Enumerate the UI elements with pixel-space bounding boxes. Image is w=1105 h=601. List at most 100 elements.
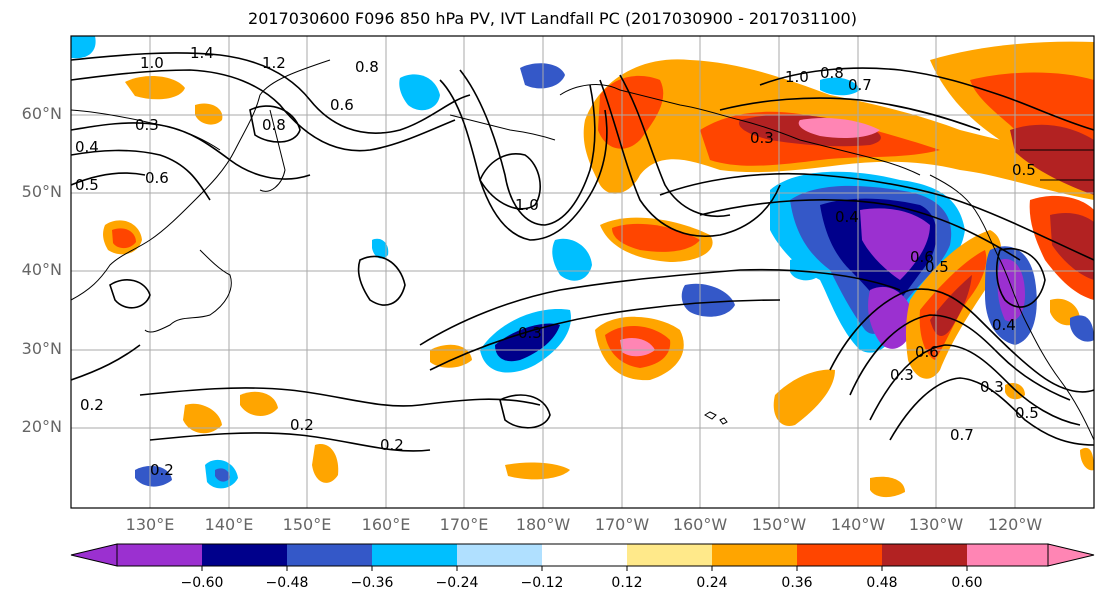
positive-anomaly-japan-core <box>112 228 136 249</box>
colorbar-segment <box>542 544 627 566</box>
contour-line <box>759 67 1094 131</box>
contour-label: 0.6 <box>145 169 169 187</box>
positive-anomaly-south-7 <box>870 476 905 498</box>
positive-anomaly-south-central-peak <box>620 338 655 357</box>
colorbar-segment <box>117 544 202 566</box>
lon-label: 180°W <box>515 515 571 534</box>
lon-label: 130°W <box>908 515 964 534</box>
lat-label: 60°N <box>21 104 62 123</box>
contour-label: 0.5 <box>1015 404 1039 422</box>
lat-label: 40°N <box>21 260 62 279</box>
contour-line <box>619 74 731 217</box>
positive-anomaly-southeast <box>1080 447 1094 471</box>
coastline-inland <box>1020 149 1094 181</box>
positive-anomaly-northeast-max <box>1010 124 1094 195</box>
positive-anomaly-kuril <box>195 103 223 125</box>
negative-anomaly-top-left <box>71 36 96 59</box>
contour-line <box>439 79 608 241</box>
contour-line <box>849 314 1071 401</box>
lat-label: 20°N <box>21 417 62 436</box>
contour-line <box>869 344 1081 426</box>
contour-label: 1.0 <box>140 54 164 72</box>
positive-anomaly-south-5 <box>773 369 835 426</box>
negative-anomaly-bering <box>399 74 440 111</box>
contour-line <box>149 432 431 452</box>
colorbar-segment <box>967 544 1048 566</box>
contour-label: 1.0 <box>515 196 539 214</box>
contour-line <box>599 79 781 237</box>
colorbar-tick-label: −0.12 <box>520 575 564 591</box>
positive-anomaly-south-2 <box>240 391 278 416</box>
graticule <box>71 36 1094 508</box>
contour-label: 0.3 <box>518 324 542 342</box>
plot-frame <box>70 35 1095 509</box>
colorbar-tick-label: 0.12 <box>611 575 643 591</box>
contour-label: 1.2 <box>262 54 286 72</box>
colorbar-segment <box>797 544 882 566</box>
negative-anomaly-southwest-3 <box>372 238 389 259</box>
contour-line <box>357 255 406 306</box>
negative-anomaly-southwest-1-core <box>215 468 230 482</box>
lon-label: 140°E <box>204 515 254 534</box>
contour-label: 0.3 <box>135 116 159 134</box>
colorbar-segment <box>627 544 712 566</box>
contour-label: 0.4 <box>835 208 859 226</box>
lat-label: 30°N <box>21 339 62 358</box>
contour-label: 0.2 <box>290 416 314 434</box>
coastline-alaska <box>559 84 921 176</box>
contour-line <box>829 288 1094 393</box>
contour-label: 0.2 <box>80 396 104 414</box>
contour-line <box>249 105 301 143</box>
figure-title: 2017030600 F096 850 hPa PV, IVT Landfall… <box>248 9 857 28</box>
contour-line <box>71 149 211 201</box>
colorbar-frame <box>116 543 1049 567</box>
positive-anomaly-northwest <box>598 75 664 149</box>
colorbar <box>70 543 1095 571</box>
lon-label: 160°E <box>361 515 411 534</box>
colorbar-extend-low <box>70 543 118 567</box>
colorbar-tick-label: 0.48 <box>866 575 898 591</box>
positive-anomaly-south-6 <box>430 344 472 368</box>
coastline-aleutians <box>449 114 556 141</box>
colorbar-segment <box>372 544 457 566</box>
contour-label: 0.6 <box>915 343 939 361</box>
negative-anomaly-midlat <box>681 283 735 317</box>
colorbar-segment <box>287 544 372 566</box>
negative-anomaly-gulf-south <box>868 286 915 349</box>
lon-label: 150°W <box>751 515 807 534</box>
contour-label: 0.5 <box>75 176 99 194</box>
positive-anomaly-south-1 <box>183 403 222 434</box>
contour-label: 0.8 <box>355 58 379 76</box>
negative-anomaly-east-small <box>1070 315 1094 342</box>
colorbar-tick-label: −0.60 <box>180 575 224 591</box>
contour-label: 0.6 <box>910 248 934 266</box>
coastline-asia <box>71 59 331 301</box>
positive-anomaly-south-3 <box>312 444 339 483</box>
contour-label: 0.3 <box>980 378 1004 396</box>
contour-label: 1.4 <box>190 44 214 62</box>
negative-anomaly-small <box>790 258 820 281</box>
contour-labels: 1.0 1.4 1.2 0.8 0.6 0.3 0.4 0.5 0.6 0.8 … <box>75 44 1039 479</box>
colorbar-tick-label: −0.36 <box>350 575 394 591</box>
contour-label: 1.0 <box>785 68 809 86</box>
colorbar-tick-label: 0.36 <box>781 575 813 591</box>
contour-label: 0.5 <box>925 258 949 276</box>
contour-label: 0.4 <box>992 316 1016 334</box>
negative-anomaly-coast <box>820 77 860 96</box>
contour-label: 0.7 <box>848 76 872 94</box>
lon-label: 140°W <box>830 515 886 534</box>
contour-line <box>699 198 1021 261</box>
contour-label: 0.3 <box>890 366 914 384</box>
lon-label: 160°W <box>672 515 728 534</box>
colorbar-tick-label: −0.24 <box>435 575 479 591</box>
contour-line <box>479 153 541 210</box>
contour-line <box>71 69 456 152</box>
contour-label: 0.4 <box>75 138 99 156</box>
contour-line <box>499 394 551 429</box>
pv-contours <box>71 52 1094 452</box>
contour-line <box>71 172 146 186</box>
coastline-northamerica <box>929 174 1094 441</box>
contour-line <box>995 248 1046 308</box>
colorbar-segment <box>712 544 797 566</box>
